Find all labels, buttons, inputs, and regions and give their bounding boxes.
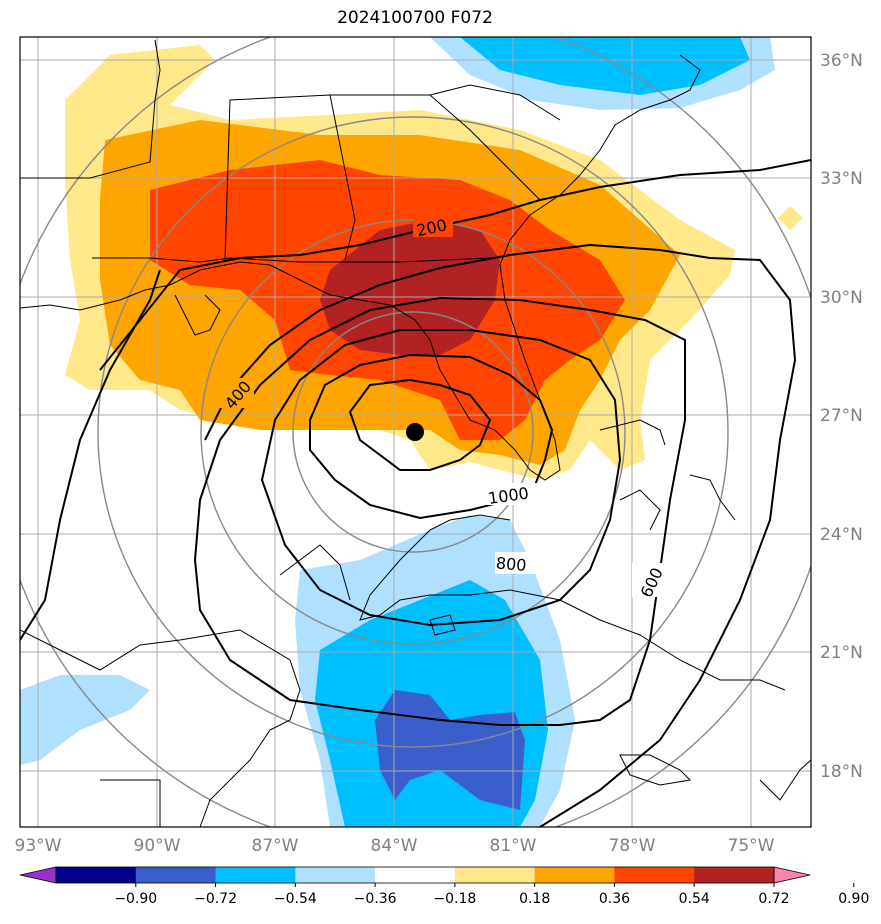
storm-center-marker (406, 423, 424, 441)
colorbar-tick-label: 0.36 (599, 891, 630, 907)
contour-600 (193, 296, 686, 726)
range-rings (20, 37, 811, 827)
colorbar-segment (56, 867, 137, 883)
contour-800 (260, 329, 622, 627)
lat-label-30: 30°N (820, 288, 863, 308)
colorbar-tick-label: 0.90 (838, 891, 869, 907)
colorbar-tick-label: −0.18 (433, 891, 476, 907)
colorbar-segment (454, 867, 536, 883)
colorbar: −0.90 −0.72 −0.54 −0.36 −0.18 0.18 0.36 0.54 0.7… (19, 866, 869, 907)
contour-400b (204, 243, 797, 827)
shade-yellow-small (778, 206, 803, 230)
lon-label-81: 81°W (490, 836, 537, 856)
lat-label-24: 24°N (820, 525, 863, 545)
map-title: 2024100700 F072 (337, 8, 493, 28)
colorbar-segment (534, 867, 615, 883)
shade-royalblue-bottom (375, 690, 525, 810)
contour-inner (348, 378, 492, 471)
lon-label-93: 93°W (15, 836, 62, 856)
shade-lightblue-left (20, 675, 150, 765)
colorbar-segment (295, 867, 376, 883)
lat-label-36: 36°N (820, 51, 863, 71)
latitude-labels: 36°N 33°N 30°N 27°N 24°N 21°N 18°N (820, 51, 863, 782)
lon-label-78: 78°W (609, 836, 656, 856)
shade-blue-top (460, 37, 750, 95)
colorbar-tick-label: 0.54 (679, 891, 710, 907)
contour-label-group: 200 400 1000 800 600 (218, 215, 667, 600)
colorbar-segment (135, 867, 217, 883)
colorbar-tick-label: −0.72 (194, 891, 237, 907)
colorbar-segment (375, 867, 456, 883)
colorbar-tick-label: −0.54 (274, 891, 317, 907)
colorbar-frame (55, 866, 775, 884)
colorbar-tick-label: −0.36 (354, 891, 397, 907)
lon-label-87: 87°W (252, 836, 299, 856)
longitude-labels: 93°W 90°W 87°W 84°W 81°W 78°W 75°W (15, 836, 775, 856)
lat-label-21: 21°N (820, 643, 863, 663)
colorbar-extend-min (19, 866, 57, 884)
lon-label-90: 90°W (134, 836, 181, 856)
colorbar-tick-label: −0.90 (114, 891, 157, 907)
map-frame (19, 36, 812, 828)
contour-400 (20, 269, 161, 641)
shade-darkred (320, 220, 500, 355)
colorbar-segment (694, 867, 775, 883)
colorbar-extend-max (773, 866, 811, 884)
lat-label-27: 27°N (820, 406, 863, 426)
lon-label-75: 75°W (728, 836, 775, 856)
colorbar-tick-label: 0.72 (758, 891, 789, 907)
lon-label-84: 84°W (371, 836, 418, 856)
colorbar-segment (215, 867, 296, 883)
lat-label-33: 33°N (820, 169, 863, 189)
contour-1000 (309, 353, 554, 520)
coastlines (20, 39, 811, 827)
colorbar-segment (614, 867, 695, 883)
colorbar-tick-label: 0.18 (519, 891, 550, 907)
lat-label-18: 18°N (820, 762, 863, 782)
contour-label-800: 800 (495, 553, 527, 575)
